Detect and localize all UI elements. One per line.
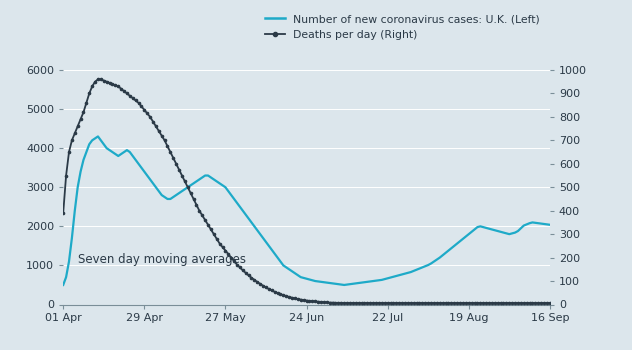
- Legend: Number of new coronavirus cases: U.K. (Left), Deaths per day (Right): Number of new coronavirus cases: U.K. (L…: [261, 10, 544, 44]
- Text: Seven day moving averages: Seven day moving averages: [78, 253, 246, 266]
